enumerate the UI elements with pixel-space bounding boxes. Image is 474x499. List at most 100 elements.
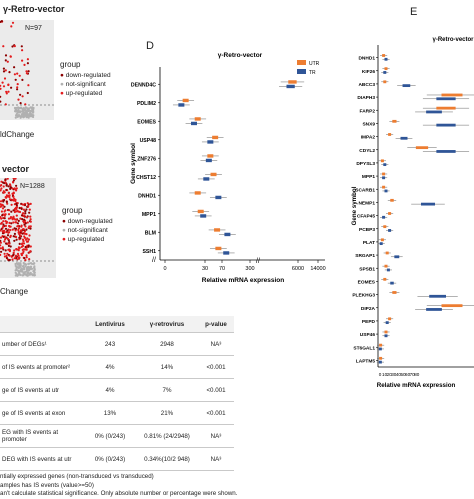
de-point bbox=[12, 254, 15, 257]
ns-point bbox=[28, 262, 31, 265]
panel-e-y-tick-label: DPYSL3 bbox=[356, 161, 375, 167]
panel-e-box bbox=[383, 163, 387, 167]
ns-point bbox=[26, 269, 29, 272]
de-point bbox=[1, 247, 4, 250]
de-point bbox=[0, 236, 3, 239]
panel-e-box bbox=[421, 202, 435, 206]
de-point bbox=[23, 232, 26, 235]
de-point bbox=[0, 95, 2, 98]
table-row: EG with IS events at promoter 0% (0/243)… bbox=[0, 424, 234, 448]
de-point bbox=[4, 227, 8, 230]
panel-e-box bbox=[390, 198, 394, 202]
panel-e-box bbox=[384, 67, 388, 71]
de-point bbox=[0, 187, 3, 190]
de-point bbox=[25, 254, 28, 257]
panel-d-axis-break: // bbox=[256, 258, 260, 265]
panel-e-y-tick-label: MPP1 bbox=[362, 174, 375, 180]
de-point bbox=[3, 255, 6, 258]
table-header-row: Lentivirus γ-retrovirus p-value bbox=[0, 316, 234, 333]
de-point bbox=[0, 250, 3, 253]
panel-e-box bbox=[388, 133, 392, 136]
de-point bbox=[10, 210, 13, 213]
de-point bbox=[8, 183, 12, 186]
ns-point bbox=[23, 262, 27, 265]
de-point bbox=[3, 252, 6, 255]
de-point bbox=[12, 179, 15, 182]
de-point bbox=[15, 214, 18, 217]
panel-e-y-tick-label: LAPTM5 bbox=[356, 358, 376, 364]
de-point bbox=[20, 243, 23, 246]
panel-e-box bbox=[436, 150, 456, 153]
table-cell: <0.001 bbox=[198, 378, 234, 402]
table-cell: of IS events at promoter² bbox=[0, 355, 84, 379]
panel-e-box bbox=[382, 215, 386, 219]
ns-point bbox=[14, 116, 17, 119]
volcano-b-points bbox=[0, 177, 37, 277]
de-point bbox=[23, 223, 26, 226]
de-point bbox=[1, 181, 5, 184]
legend-label-ns: not-significant bbox=[67, 227, 108, 234]
ns-point bbox=[33, 271, 36, 274]
de-point bbox=[8, 221, 11, 224]
de-point bbox=[4, 242, 8, 245]
de-point bbox=[15, 184, 18, 187]
panel-e-y-tick-label: IMPA2 bbox=[361, 135, 376, 141]
table-cell: 0% (0/243) bbox=[84, 447, 136, 471]
ns-point bbox=[32, 110, 35, 113]
de-point bbox=[7, 90, 10, 93]
panel-d-x-tick-label: 6000 bbox=[292, 266, 304, 272]
panel-e-x-tick-label: 40 bbox=[396, 372, 402, 377]
panel-d-legend-swatch bbox=[297, 60, 306, 65]
ns-point bbox=[19, 273, 22, 276]
ns-point bbox=[19, 265, 22, 268]
panel-e-box bbox=[388, 229, 392, 232]
ns-point bbox=[25, 273, 28, 276]
ns-point bbox=[25, 113, 28, 116]
panel-e-y-tick-label: SNX9 bbox=[362, 121, 375, 127]
panel-d-box bbox=[182, 98, 189, 103]
de-point bbox=[0, 244, 2, 247]
de-point bbox=[7, 191, 10, 195]
volcano-a-legend-item-down: ● down-regulated bbox=[60, 72, 111, 79]
panel-e-y-tick-label: SCARB1 bbox=[355, 187, 375, 193]
table-cell: NA³ bbox=[198, 447, 234, 471]
panel-d-y-tick-label: SSH1 bbox=[142, 249, 156, 255]
de-point bbox=[15, 238, 18, 241]
panel-d-chart: γ-Retro-vector 0 30 70 300 6000 14000 // // Relat… bbox=[130, 52, 326, 284]
panel-d-xlabel: Relative mRNA expression bbox=[202, 277, 285, 284]
de-point bbox=[12, 177, 15, 180]
ns-point bbox=[22, 110, 25, 113]
table-cell: 7% bbox=[136, 378, 198, 402]
panel-e-x-tick-label: 80 bbox=[414, 372, 420, 377]
panel-e-box bbox=[383, 80, 387, 84]
de-point bbox=[8, 198, 12, 201]
de-point bbox=[2, 213, 5, 216]
de-point bbox=[3, 240, 6, 243]
de-point bbox=[17, 98, 20, 101]
de-point bbox=[16, 209, 19, 213]
de-point bbox=[18, 256, 21, 259]
panel-d-x-tick-label: 14000 bbox=[310, 266, 325, 272]
de-point bbox=[13, 210, 16, 214]
panel-e-x-tick-label: 50 bbox=[400, 372, 406, 377]
de-point bbox=[12, 195, 15, 198]
de-point bbox=[10, 86, 13, 89]
de-point bbox=[0, 189, 2, 192]
de-point bbox=[0, 253, 2, 256]
de-point bbox=[29, 227, 32, 230]
ns-point bbox=[22, 274, 25, 277]
de-point bbox=[1, 230, 5, 233]
de-point bbox=[0, 200, 3, 203]
panel-d-x-tick-label: 70 bbox=[219, 266, 225, 272]
panel-d-legend-swatch bbox=[297, 69, 306, 74]
de-point bbox=[2, 223, 5, 226]
panel-d-box bbox=[286, 84, 295, 89]
panel-e-y-tick-label: EOMES bbox=[358, 279, 376, 285]
de-point bbox=[1, 214, 4, 217]
ns-point bbox=[23, 266, 26, 269]
de-point bbox=[13, 249, 16, 252]
de-point bbox=[0, 205, 2, 208]
panel-e-y-tick-label: PLAT bbox=[363, 240, 375, 246]
de-point bbox=[13, 45, 16, 48]
panel-e-y-tick-label: ABCC3 bbox=[358, 82, 375, 88]
